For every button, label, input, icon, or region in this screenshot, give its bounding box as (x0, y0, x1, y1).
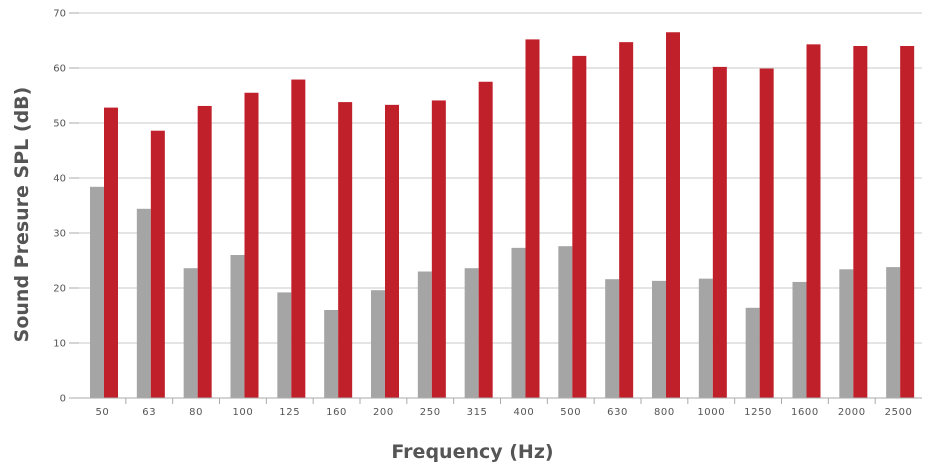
x-tick-label: 1000 (697, 407, 725, 418)
x-tick-label: 160 (326, 407, 347, 418)
gridlines (79, 12, 922, 344)
bar-gray (136, 208, 151, 398)
x-tick-label: 1600 (791, 407, 819, 418)
bar-gray (371, 290, 385, 398)
bar-gray (839, 269, 854, 398)
y-tick-label: 20 (53, 284, 66, 295)
bar-red (806, 44, 821, 398)
bar-red (666, 32, 680, 398)
bar-gray (698, 278, 713, 398)
y-axis-ticks: 0 10 20 30 40 50 60 70 (53, 9, 79, 405)
y-tick-label: 0 (60, 394, 66, 405)
bar-red (291, 79, 306, 399)
x-tick-label: 2500 (885, 407, 913, 418)
bar-red (853, 46, 868, 398)
bar-red (712, 66, 727, 399)
bar-red (197, 105, 212, 398)
y-tick-label: 50 (53, 119, 66, 130)
bar-gray (558, 246, 573, 398)
y-tick-label: 10 (53, 339, 66, 350)
bar-gray (277, 292, 292, 398)
bar-gray (230, 255, 245, 398)
x-tick-label: 63 (142, 407, 156, 418)
x-tick-label: 250 (420, 407, 441, 418)
bar-gray (511, 247, 526, 398)
x-tick-label: 800 (654, 407, 675, 418)
x-tick-label: 80 (189, 407, 203, 418)
bar-red (572, 55, 587, 399)
bar-gray (605, 279, 620, 398)
y-tick-label: 30 (53, 229, 66, 240)
bar-red (104, 107, 118, 398)
bar-red (431, 100, 446, 398)
bars (90, 32, 915, 399)
bar-red (900, 46, 915, 398)
y-tick-label: 70 (53, 9, 66, 20)
bar-red (759, 68, 774, 399)
bar-gray (792, 281, 807, 398)
bar-gray (464, 268, 479, 398)
y-axis-title: Sound Presure SPL (dB) (11, 87, 33, 343)
x-tick-label: 500 (560, 407, 581, 418)
y-tick-label: 60 (53, 64, 66, 75)
x-tick-label: 50 (95, 407, 109, 418)
bar-red (338, 102, 353, 398)
bar-gray (745, 307, 760, 398)
bar-red (619, 42, 634, 399)
bar-gray (90, 186, 104, 398)
bar-gray (183, 268, 198, 398)
x-tick-label: 630 (607, 407, 628, 418)
bar-gray (886, 267, 901, 398)
bar-red (478, 81, 493, 398)
bar-gray (324, 310, 339, 398)
bar-red (244, 92, 259, 398)
x-tick-label: 2000 (838, 407, 866, 418)
bar-red (150, 130, 165, 398)
bar-red (525, 39, 540, 399)
bar-gray (417, 271, 432, 398)
x-tick-label: 1250 (744, 407, 772, 418)
x-tick-label: 125 (279, 407, 300, 418)
x-tick-label: 200 (373, 407, 394, 418)
y-tick-label: 40 (53, 174, 66, 185)
x-axis-title: Frequency (Hz) (391, 441, 553, 463)
x-tick-label: 315 (467, 407, 488, 418)
bar-red (385, 104, 399, 398)
x-tick-label: 400 (513, 407, 534, 418)
x-tick-label: 100 (232, 407, 253, 418)
bar-gray (652, 280, 666, 398)
x-axis-ticks: 50 63 80 100 125 160 200 250 315 400 500 630 800 1000… (95, 398, 912, 418)
